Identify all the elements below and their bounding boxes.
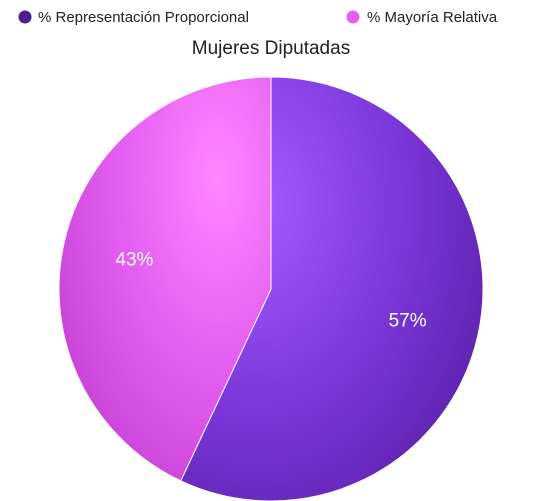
legend-item-representacion-proporcional[interactable]: % Representación Proporcional (18, 9, 249, 26)
slice-label-representacion-proporcional: 57% (389, 311, 427, 332)
legend-item-mayoria-relativa[interactable]: % Mayoría Relativa (346, 9, 498, 26)
legend: % Representación Proporcional % Mayoría … (18, 9, 498, 26)
slice-label-mayoria-relativa: 43% (115, 250, 153, 271)
pie-slice-mayoria-relativa[interactable] (58, 76, 272, 482)
legend-label-representacion-proporcional: % Representación Proporcional (38, 9, 249, 26)
pie-slice-representacion-proporcional[interactable] (180, 76, 484, 501)
legend-marker-representacion-proporcional (18, 10, 32, 24)
legend-label-mayoria-relativa: % Mayoría Relativa (367, 9, 498, 26)
pie-slices (58, 76, 484, 501)
chart-title: Mujeres Diputadas (192, 38, 350, 59)
legend-marker-mayoria-relativa (346, 10, 360, 24)
slice-labels: 57% 43% (115, 250, 426, 332)
